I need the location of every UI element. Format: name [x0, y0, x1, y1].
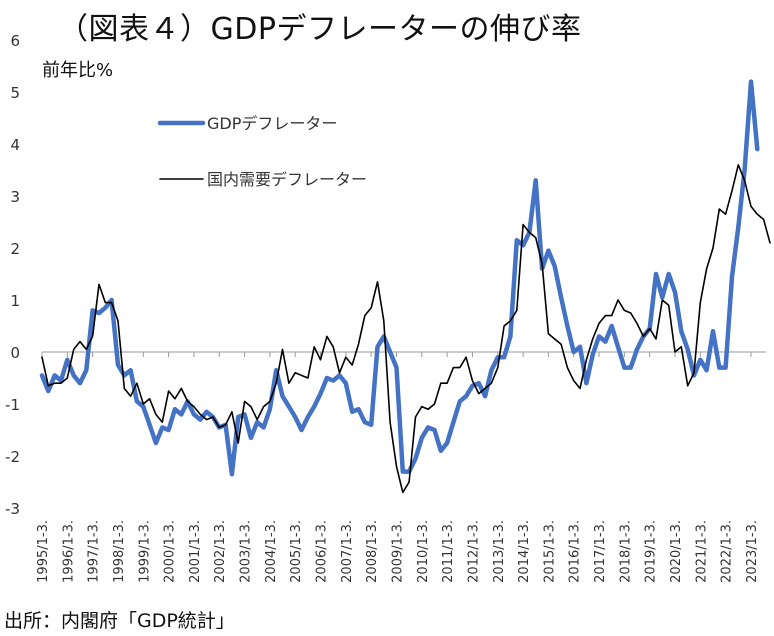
x-tick-label: 2003/1-3. — [239, 520, 254, 583]
x-tick-label: 1995/1-3. — [36, 520, 51, 583]
x-tick-label: 1997/1-3. — [87, 520, 102, 583]
x-tick-label: 2001/1-3. — [188, 520, 203, 583]
x-tick-label: 2023/1-3. — [745, 520, 760, 583]
x-tick-label: 2007/1-3. — [340, 520, 355, 583]
x-tick-label: 2022/1-3. — [720, 520, 735, 583]
x-tick-label: 2012/1-3. — [466, 520, 481, 583]
x-tick-label: 2014/1-3. — [517, 520, 532, 583]
x-tick-label: 2002/1-3. — [213, 520, 228, 583]
y-axis-ticks: 6 5 4 3 2 1 0 -1 -2 -3 — [5, 32, 20, 518]
series-layer — [39, 79, 771, 494]
y-tick-label: 6 — [10, 32, 20, 50]
x-tick-label: 2021/1-3. — [694, 520, 709, 583]
x-tick-label: 2016/1-3. — [568, 520, 583, 583]
y-tick-label: -2 — [5, 448, 20, 466]
x-tick-label: 2013/1-3. — [492, 520, 507, 583]
x-tick-label: 1999/1-3. — [137, 520, 152, 583]
x-tick-label: 2015/1-3. — [542, 520, 557, 583]
y-tick-label: 3 — [10, 188, 20, 206]
x-tick-label: 2000/1-3. — [163, 520, 178, 583]
x-tick-label: 1998/1-3. — [112, 520, 127, 583]
y-tick-label: 1 — [10, 292, 20, 310]
legend-label: GDPデフレーター — [207, 114, 337, 133]
x-tick-label: 2019/1-3. — [644, 520, 659, 583]
y-tick-label: -3 — [5, 500, 20, 518]
x-tick-label: 2011/1-3. — [441, 520, 456, 583]
series-line-gdp-deflator — [39, 79, 760, 477]
y-tick-label: 5 — [10, 84, 20, 102]
chart-title: （図表４）GDPデフレーターの伸び率 — [58, 12, 582, 47]
y-tick-label: 4 — [10, 136, 20, 154]
series-line-domestic-demand-deflator — [41, 164, 771, 494]
x-tick-label: 2005/1-3. — [289, 520, 304, 583]
x-tick-label: 2004/1-3. — [264, 520, 279, 583]
x-tick-label: 2008/1-3. — [365, 520, 380, 583]
y-tick-label: 0 — [10, 344, 20, 362]
x-tick-label: 2009/1-3. — [390, 520, 405, 583]
y-axis-label: 前年比% — [42, 60, 114, 81]
source-note: 出所：内閣府「GDP統計」 — [4, 610, 235, 632]
x-axis-ticks: 1995/1-3. 1996/1-3. 1997/1-3. 1998/1-3. 1999… — [36, 352, 760, 583]
x-tick-label: 2018/1-3. — [618, 520, 633, 583]
x-tick-label: 2017/1-3. — [593, 520, 608, 583]
x-tick-label: 1996/1-3. — [61, 520, 76, 583]
x-tick-label: 2020/1-3. — [669, 520, 684, 583]
x-tick-label: 2006/1-3. — [315, 520, 330, 583]
y-tick-label: -1 — [5, 396, 20, 414]
y-tick-label: 2 — [10, 240, 20, 258]
legend-label: 国内需要デフレーター — [207, 170, 367, 189]
x-tick-label: 2010/1-3. — [416, 520, 431, 583]
